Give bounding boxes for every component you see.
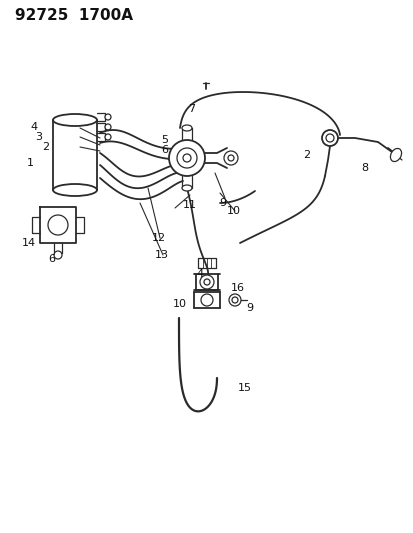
- Text: 3: 3: [35, 132, 42, 142]
- Circle shape: [204, 279, 209, 285]
- Circle shape: [54, 251, 62, 259]
- Ellipse shape: [53, 184, 97, 196]
- Text: 6: 6: [161, 145, 168, 155]
- Circle shape: [105, 124, 111, 130]
- Circle shape: [48, 215, 68, 235]
- Text: 2: 2: [42, 142, 49, 152]
- Text: 1: 1: [27, 158, 34, 168]
- Text: 11: 11: [183, 200, 197, 210]
- Circle shape: [228, 294, 240, 306]
- Circle shape: [169, 140, 204, 176]
- Circle shape: [105, 114, 111, 120]
- Circle shape: [228, 155, 233, 161]
- Ellipse shape: [53, 114, 97, 126]
- Circle shape: [177, 148, 197, 168]
- Text: 9: 9: [245, 303, 252, 313]
- Text: 2: 2: [302, 150, 309, 160]
- Text: 92725  1700A: 92725 1700A: [15, 7, 133, 22]
- Text: 6: 6: [48, 254, 55, 264]
- Text: 16: 16: [230, 283, 244, 293]
- Circle shape: [183, 154, 190, 162]
- Text: 7: 7: [188, 104, 195, 114]
- Circle shape: [325, 134, 333, 142]
- Circle shape: [321, 130, 337, 146]
- Text: 8: 8: [360, 163, 367, 173]
- Text: 4: 4: [195, 269, 203, 279]
- Circle shape: [223, 151, 237, 165]
- Text: 12: 12: [152, 233, 166, 243]
- Ellipse shape: [182, 185, 192, 191]
- Circle shape: [201, 294, 212, 306]
- Text: 9: 9: [218, 198, 225, 208]
- Text: 10: 10: [226, 206, 240, 216]
- Text: 14: 14: [22, 238, 36, 248]
- Text: 10: 10: [173, 299, 187, 309]
- Ellipse shape: [182, 125, 192, 131]
- Text: 13: 13: [154, 250, 169, 260]
- Text: 4: 4: [30, 122, 37, 132]
- Ellipse shape: [389, 149, 401, 161]
- Text: 5: 5: [161, 135, 168, 145]
- Text: 15: 15: [237, 383, 252, 393]
- Circle shape: [105, 134, 111, 140]
- Circle shape: [231, 297, 237, 303]
- Circle shape: [199, 275, 214, 289]
